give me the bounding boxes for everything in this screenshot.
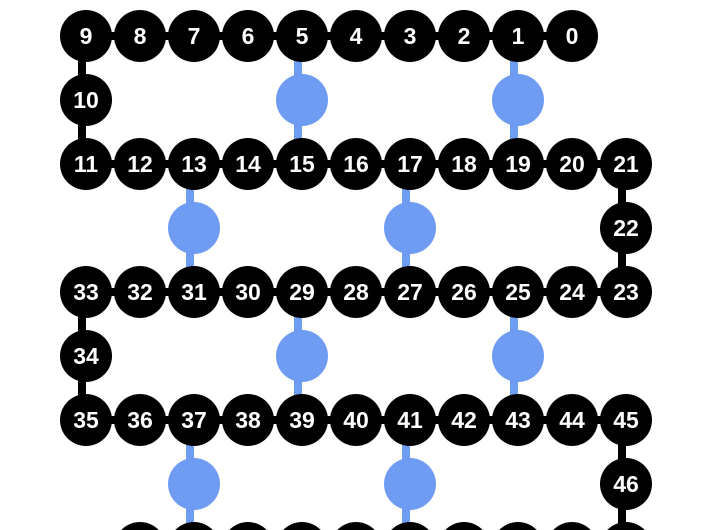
shortcut-node bbox=[492, 330, 544, 382]
cell-node-54: 54 bbox=[222, 522, 274, 530]
cell-node-27: 27 bbox=[384, 266, 436, 318]
cell-node-15: 15 bbox=[276, 138, 328, 190]
cell-node-16: 16 bbox=[330, 138, 382, 190]
cell-node-32: 32 bbox=[114, 266, 166, 318]
cell-node-36: 36 bbox=[114, 394, 166, 446]
cell-node-6: 6 bbox=[222, 10, 274, 62]
cell-node-5: 5 bbox=[276, 10, 328, 62]
cell-node-34: 34 bbox=[60, 330, 112, 382]
cell-node-14: 14 bbox=[222, 138, 274, 190]
cell-node-0: 0 bbox=[546, 10, 598, 62]
shortcut-node bbox=[168, 458, 220, 510]
cell-node-49: 49 bbox=[492, 522, 544, 530]
cell-node-20: 20 bbox=[546, 138, 598, 190]
cell-node-2: 2 bbox=[438, 10, 490, 62]
cell-node-17: 17 bbox=[384, 138, 436, 190]
cell-node-25: 25 bbox=[492, 266, 544, 318]
cell-node-1: 1 bbox=[492, 10, 544, 62]
cell-node-56: 56 bbox=[114, 522, 166, 530]
cell-node-55: 55 bbox=[168, 522, 220, 530]
cell-node-9: 9 bbox=[60, 10, 112, 62]
cell-node-22: 22 bbox=[600, 202, 652, 254]
cell-node-33: 33 bbox=[60, 266, 112, 318]
cell-node-41: 41 bbox=[384, 394, 436, 446]
cell-node-30: 30 bbox=[222, 266, 274, 318]
cell-node-53: 53 bbox=[276, 522, 328, 530]
cell-node-12: 12 bbox=[114, 138, 166, 190]
cell-node-13: 13 bbox=[168, 138, 220, 190]
cell-node-7: 7 bbox=[168, 10, 220, 62]
shortcut-node bbox=[276, 74, 328, 126]
shortcut-node bbox=[384, 458, 436, 510]
cell-node-46: 46 bbox=[600, 458, 652, 510]
cell-node-47: 47 bbox=[600, 522, 652, 530]
cell-node-4: 4 bbox=[330, 10, 382, 62]
cell-node-35: 35 bbox=[60, 394, 112, 446]
cell-node-44: 44 bbox=[546, 394, 598, 446]
cell-node-10: 10 bbox=[60, 74, 112, 126]
cell-node-8: 8 bbox=[114, 10, 166, 62]
cell-node-24: 24 bbox=[546, 266, 598, 318]
shortcut-node bbox=[276, 330, 328, 382]
shortcut-node bbox=[168, 202, 220, 254]
cell-node-40: 40 bbox=[330, 394, 382, 446]
snake-ladder-graph: 9876543210101112131415161718192021223332… bbox=[0, 0, 720, 530]
cell-node-21: 21 bbox=[600, 138, 652, 190]
cell-node-31: 31 bbox=[168, 266, 220, 318]
cell-node-45: 45 bbox=[600, 394, 652, 446]
cell-node-50: 50 bbox=[438, 522, 490, 530]
cell-node-42: 42 bbox=[438, 394, 490, 446]
cell-node-37: 37 bbox=[168, 394, 220, 446]
cell-node-3: 3 bbox=[384, 10, 436, 62]
cell-node-18: 18 bbox=[438, 138, 490, 190]
shortcut-node bbox=[384, 202, 436, 254]
cell-node-19: 19 bbox=[492, 138, 544, 190]
cell-node-23: 23 bbox=[600, 266, 652, 318]
cell-node-38: 38 bbox=[222, 394, 274, 446]
cell-node-48: 48 bbox=[546, 522, 598, 530]
shortcut-node bbox=[492, 74, 544, 126]
cell-node-11: 11 bbox=[60, 138, 112, 190]
cell-node-29: 29 bbox=[276, 266, 328, 318]
cell-node-26: 26 bbox=[438, 266, 490, 318]
cell-node-39: 39 bbox=[276, 394, 328, 446]
cell-node-43: 43 bbox=[492, 394, 544, 446]
cell-node-51: 51 bbox=[384, 522, 436, 530]
cell-node-52: 52 bbox=[330, 522, 382, 530]
cell-node-28: 28 bbox=[330, 266, 382, 318]
